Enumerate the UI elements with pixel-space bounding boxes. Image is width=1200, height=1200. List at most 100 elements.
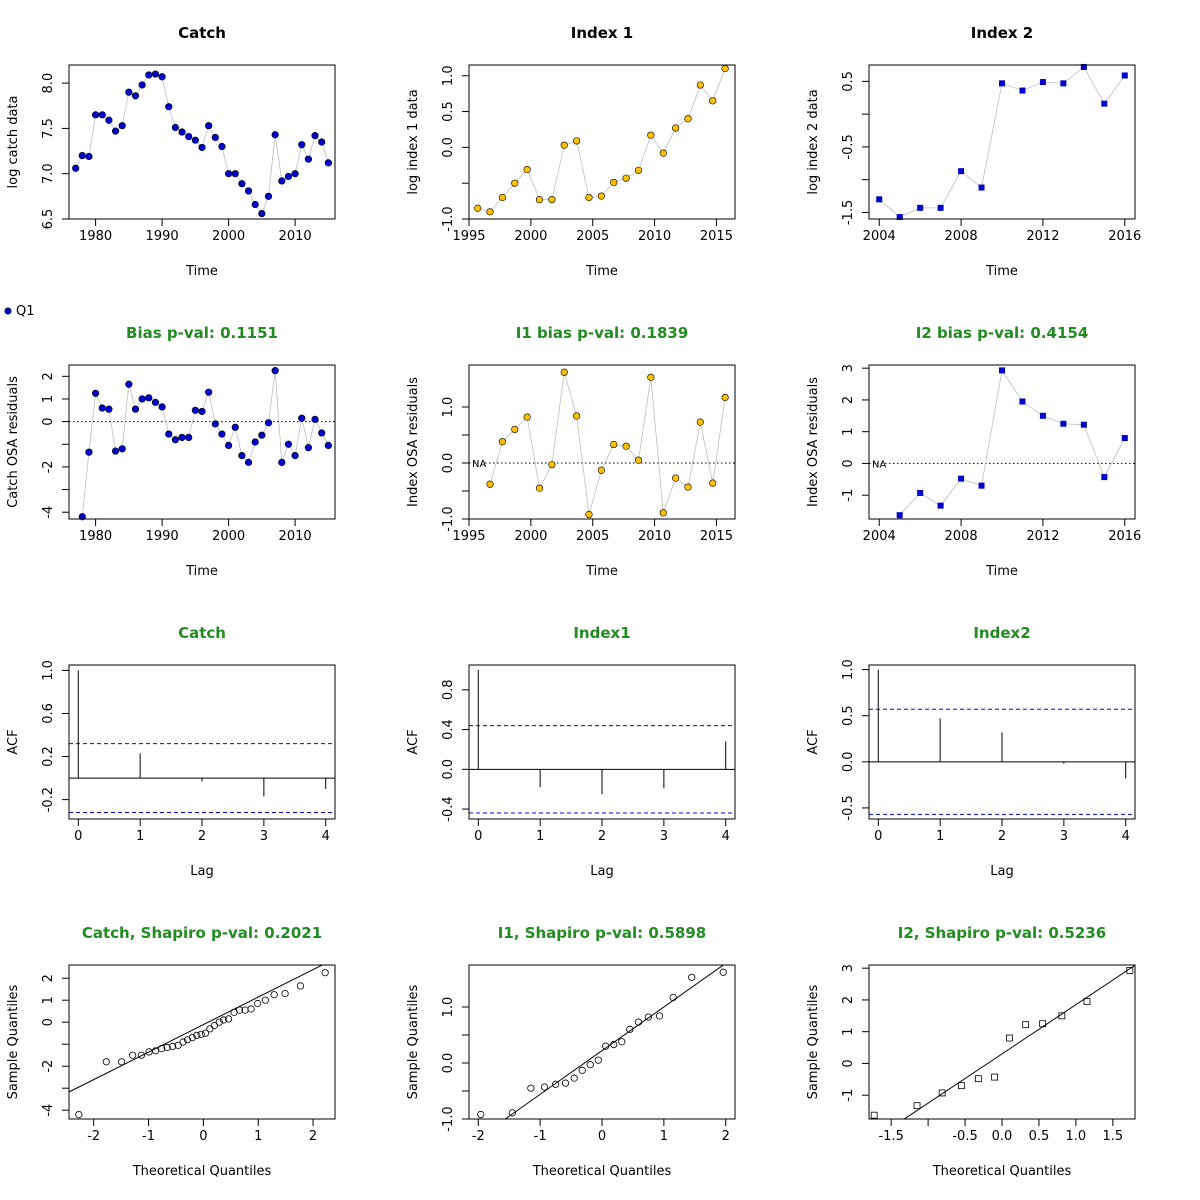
plot-area — [469, 669, 735, 814]
y-tick-label: 1 — [41, 996, 56, 1004]
data-point — [535, 196, 544, 204]
panel-index1_resid: I1 bias p-val: 0.1839 1995 2000 2005 2010 201… — [406, 324, 736, 579]
y-tick-label: 2 — [841, 996, 856, 1004]
plot-frame — [868, 964, 1136, 1120]
data-point — [1080, 421, 1087, 428]
x-tick-label: 2000 — [212, 229, 245, 244]
y-tick-label: -0.2 — [41, 787, 56, 812]
x-tick-label: 2004 — [863, 529, 896, 544]
qq-point — [870, 1111, 878, 1119]
plot-frame — [868, 64, 1136, 220]
x-axis-label: Lag — [190, 864, 213, 879]
x-axis-label: Time — [585, 564, 618, 579]
x-tick-label: 0 — [598, 1129, 606, 1144]
x-tick-label: 1 — [536, 829, 544, 844]
data-point — [205, 122, 213, 130]
x-tick-label: 2016 — [1108, 229, 1141, 244]
data-point — [78, 151, 86, 160]
qq-point — [540, 1083, 549, 1091]
data-point — [304, 444, 313, 452]
data-point — [1060, 420, 1067, 427]
data-point — [131, 405, 140, 413]
qq-point — [594, 1056, 602, 1064]
x-tick-label: 2005 — [576, 529, 609, 544]
data-point — [211, 133, 219, 142]
data-point — [78, 513, 86, 521]
data-point — [218, 142, 226, 151]
data-point — [958, 168, 965, 175]
x-tick-label: 2008 — [945, 529, 978, 544]
series-line — [477, 68, 726, 213]
y-tick-label: 0.0 — [441, 759, 456, 780]
y-axis-label: Catch OSA residuals — [6, 376, 21, 508]
plot-area — [504, 965, 725, 1119]
data-point — [659, 149, 667, 157]
x-tick-label: 1990 — [146, 529, 179, 544]
data-point — [158, 73, 166, 81]
qq-point — [610, 1040, 618, 1049]
qq-point — [974, 1075, 982, 1083]
y-tick-label: -2 — [41, 460, 56, 473]
x-tick-label: 2 — [309, 1129, 317, 1144]
data-point — [264, 192, 273, 200]
panel-catch_acf: Catch 0 1 2 3 4 -0.2 0.2 0.6 1.0 Lag ACF — [6, 624, 336, 879]
data-point — [284, 440, 293, 448]
x-tick-label: 0.5 — [1029, 1129, 1050, 1144]
x-tick-label: -0.5 — [952, 1129, 977, 1144]
qq-point — [1083, 998, 1091, 1005]
data-point — [1101, 474, 1108, 481]
plot-area — [869, 369, 1135, 516]
data-point — [225, 170, 233, 178]
qq-point — [158, 1045, 166, 1053]
data-point — [573, 412, 581, 420]
plot-frame — [468, 964, 736, 1120]
data-point — [205, 388, 213, 396]
data-point — [291, 170, 299, 178]
y-tick-label: 0 — [841, 459, 856, 467]
data-point — [85, 448, 93, 456]
panel-title: I1, Shapiro p-val: 0.5898 — [498, 924, 706, 942]
plot-frame — [468, 664, 736, 820]
data-point — [244, 187, 253, 195]
y-tick-label: 0 — [841, 1059, 856, 1067]
x-tick-label: 2008 — [945, 229, 978, 244]
panel-title: I2 bias p-val: 0.4154 — [916, 324, 1089, 342]
data-point — [709, 97, 717, 105]
qq-point — [1126, 966, 1134, 974]
panel-catch_data: Catch 1980 1990 2000 2010 6.5 7.0 7.5 8.0 Time log… — [6, 24, 336, 279]
qq-point — [235, 1006, 244, 1014]
y-tick-label: -4 — [41, 1104, 56, 1117]
panel-title: Index 1 — [571, 24, 634, 42]
qq-point — [477, 1110, 485, 1119]
panel-title: Bias p-val: 0.1151 — [126, 324, 278, 342]
x-tick-label: 3 — [260, 829, 268, 844]
data-point — [622, 442, 630, 450]
data-point — [191, 406, 199, 414]
qq-point — [193, 1031, 201, 1040]
data-point — [85, 152, 93, 161]
y-tick-label: 0.8 — [441, 679, 456, 700]
data-point — [876, 196, 883, 203]
x-tick-label: 2012 — [1026, 529, 1059, 544]
legend-label: Q1 — [16, 304, 35, 319]
qq-point — [561, 1079, 570, 1087]
panel-index1_acf: Index1 0 1 2 3 4 -0.4 0.0 0.4 0.8 Lag ACF — [406, 624, 736, 879]
data-point — [999, 367, 1005, 374]
na-label: NA — [872, 459, 886, 470]
series-line — [899, 369, 1126, 516]
y-axis-label: log index 1 data — [406, 89, 421, 194]
data-point — [271, 367, 279, 375]
data-point — [958, 475, 965, 482]
data-point — [696, 81, 704, 89]
x-tick-label: 4 — [722, 829, 730, 844]
y-tick-label: 0.4 — [441, 719, 456, 740]
data-point — [238, 180, 246, 188]
data-point — [118, 445, 126, 453]
data-point — [125, 88, 133, 96]
qq-point — [578, 1066, 586, 1074]
series-line — [878, 66, 1126, 218]
data-point — [486, 480, 494, 488]
data-point — [72, 164, 80, 172]
data-point — [244, 458, 253, 466]
